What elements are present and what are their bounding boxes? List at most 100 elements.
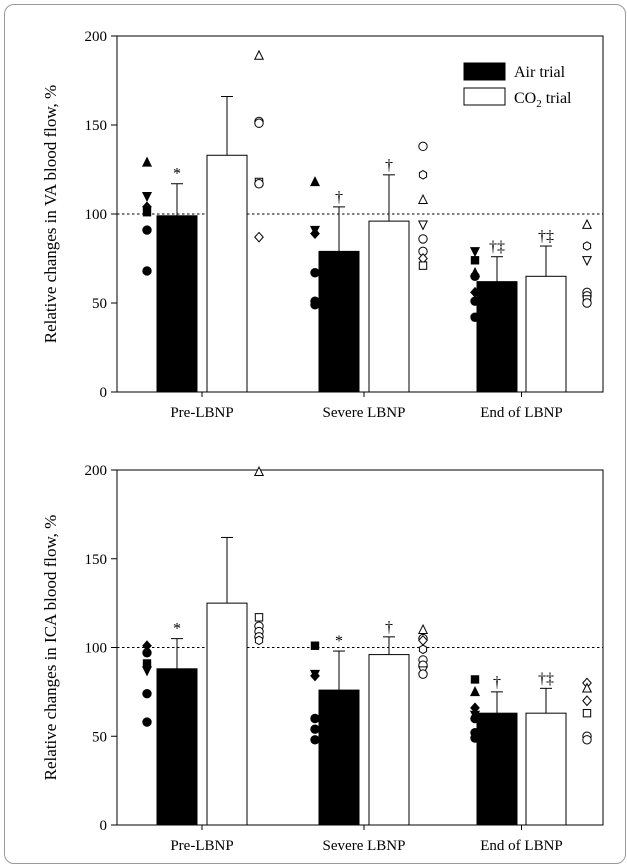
significance-marker: †‡	[489, 239, 505, 256]
air-bar	[156, 668, 198, 826]
significance-marker: *	[173, 621, 181, 638]
co2-individual-point	[418, 261, 428, 270]
air-individual-point	[470, 296, 480, 306]
chart-panel-1: 0 50 100 150 200 Relative changes in VA blood…	[41, 29, 604, 421]
co2-individual-point	[581, 256, 593, 267]
air-individual-point	[310, 641, 320, 650]
air-individual-point	[470, 312, 480, 322]
co2-individual-point	[253, 465, 265, 476]
y-tick-label: 50	[92, 296, 107, 312]
air-individual-point	[469, 686, 481, 697]
air-individual-point	[310, 670, 320, 682]
air-bar	[476, 281, 518, 393]
y-tick-label: 0	[100, 818, 108, 834]
co2-individual-point	[582, 708, 592, 718]
air-individual-point	[309, 176, 321, 187]
x-tick-label: End of LBNP	[480, 405, 563, 421]
y-tick-label: 150	[85, 118, 108, 134]
air-individual-point	[310, 300, 320, 310]
x-tick-label: Pre-LBNP	[170, 838, 233, 854]
air-individual-point	[142, 208, 152, 217]
co2-individual-point	[582, 735, 592, 745]
co2-individual-point	[581, 682, 593, 693]
significance-marker: *	[173, 166, 181, 183]
y-tick-label: 150	[85, 552, 108, 568]
air-individual-point	[470, 256, 480, 265]
chart-panel-2: 0 50 100 150 200 Relative changes in ICA bloo…	[41, 463, 604, 854]
significance-marker: †‡	[538, 670, 554, 687]
co2-bar	[206, 154, 248, 393]
legend-swatch-co2	[463, 87, 506, 106]
co2-individual-point	[417, 193, 429, 204]
co2-bar	[368, 220, 410, 393]
significance-marker: †	[493, 674, 501, 691]
co2-individual-point	[254, 635, 264, 646]
air-individual-point	[142, 225, 152, 235]
air-individual-point	[142, 648, 152, 658]
y-axis-label: Relative changes in VA blood flow, %	[41, 85, 60, 343]
co2-bar	[368, 654, 410, 826]
co2-bar	[525, 275, 567, 393]
co2-individual-point	[253, 49, 265, 60]
air-individual-point	[470, 733, 480, 743]
y-tick-label: 100	[85, 207, 108, 223]
air-individual-point	[142, 266, 152, 276]
air-individual-point	[310, 713, 320, 724]
co2-individual-point	[418, 669, 428, 679]
air-bar	[318, 250, 360, 393]
air-individual-point	[470, 675, 480, 684]
y-tick-label: 0	[100, 385, 108, 401]
air-individual-point	[142, 717, 152, 727]
x-tick-label: End of LBNP	[480, 838, 563, 854]
y-tick-label: 100	[85, 641, 108, 657]
co2-individual-point	[582, 241, 592, 251]
y-tick-label: 200	[85, 29, 108, 45]
air-individual-point	[310, 268, 320, 278]
air-individual-point	[141, 666, 153, 677]
co2-individual-point	[254, 118, 264, 128]
air-individual-point	[470, 713, 480, 724]
co2-individual-point	[254, 179, 264, 189]
air-bar	[156, 215, 198, 393]
x-tick-label: Pre-LBNP	[170, 405, 233, 421]
air-bar	[476, 712, 518, 826]
y-tick-label: 50	[92, 729, 107, 745]
air-individual-point	[470, 271, 480, 281]
significance-marker: †	[335, 189, 343, 206]
co2-individual-point	[254, 231, 264, 243]
air-individual-point	[142, 688, 152, 699]
air-individual-point	[310, 724, 320, 734]
air-individual-point	[310, 228, 320, 240]
y-tick-label: 200	[85, 463, 108, 479]
co2-bar	[525, 712, 567, 826]
significance-marker: †	[385, 157, 393, 174]
co2-individual-point	[254, 613, 264, 622]
y-axis-label: Relative changes in ICA blood flow, %	[41, 515, 60, 781]
co2-individual-point	[417, 623, 429, 634]
co2-individual-point	[417, 220, 429, 231]
co2-individual-point	[582, 298, 592, 308]
air-individual-point	[141, 192, 153, 203]
significance-marker: †	[385, 619, 393, 636]
co2-individual-point	[581, 218, 593, 229]
co2-individual-point	[418, 141, 428, 152]
air-individual-point	[141, 156, 153, 167]
co2-bar	[206, 602, 248, 826]
significance-marker: *	[335, 633, 343, 650]
air-individual-point	[142, 659, 152, 668]
air-individual-point	[469, 247, 481, 258]
significance-marker: †‡	[538, 228, 554, 245]
x-tick-label: Severe LBNP	[323, 838, 406, 854]
air-bar	[318, 689, 360, 826]
legend-label-co2: CO2 trial	[514, 90, 572, 110]
legend-swatch-air	[463, 62, 506, 81]
co2-individual-point	[418, 234, 428, 244]
co2-individual-point	[418, 170, 428, 180]
x-tick-label: Severe LBNP	[323, 405, 406, 421]
legend-label-air: Air trial	[514, 64, 566, 81]
legend: Air trial CO2 trial	[463, 62, 572, 110]
air-individual-point	[310, 735, 320, 745]
co2-individual-point	[582, 695, 592, 707]
co2-individual-point	[418, 644, 428, 655]
